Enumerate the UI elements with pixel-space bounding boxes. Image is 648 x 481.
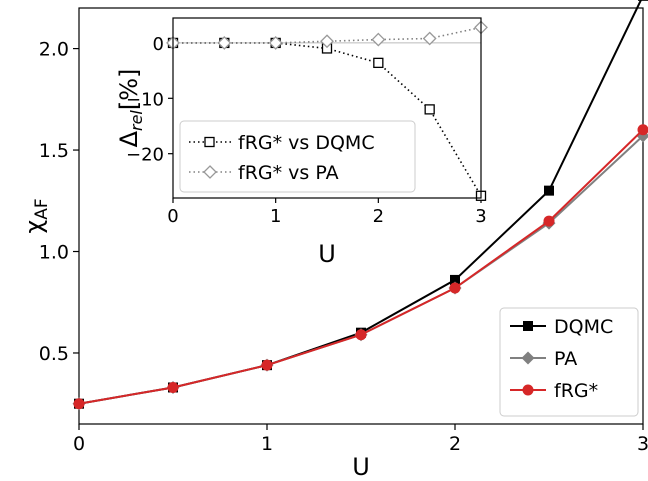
inset-data-point	[217, 36, 232, 50]
inset-legend-label-pa: fRG* vs PA	[238, 162, 339, 184]
inset-y-axis-label: Δrel[%]	[115, 69, 146, 148]
data-point	[637, 124, 648, 136]
data-point	[355, 329, 367, 341]
data-point	[544, 185, 554, 196]
data-point	[638, 0, 648, 1]
inset-legend-entry-pa: fRG* vs PA	[189, 162, 339, 184]
main-axis-ticks: 0 1 2 3 0.5 1.0 1.5 2.0	[39, 39, 648, 455]
legend-label-dqmc: DQMC	[554, 316, 613, 338]
inset-x-axis-label: U	[318, 240, 336, 268]
series-frg	[73, 124, 648, 410]
inset-data-point	[268, 36, 283, 50]
legend-label-frg: fRG*	[554, 380, 598, 402]
inset-legend-box	[179, 120, 416, 193]
data-point	[450, 274, 460, 285]
data-point	[73, 398, 85, 410]
legend-entry-frg: fRG*	[510, 380, 598, 402]
legend-entry-dqmc: DQMC	[510, 316, 613, 338]
inset-data-point	[373, 57, 384, 69]
x-tick-label: 1	[261, 433, 273, 455]
inset-y-tick-label: −20	[126, 145, 164, 166]
inset-y-tick-label: −10	[126, 89, 164, 110]
y-tick-label: 2.0	[39, 39, 69, 61]
inset-data-point	[422, 31, 437, 46]
main-x-axis-label: U	[352, 453, 370, 481]
legend-entry-pa: PA	[510, 348, 577, 370]
x-tick-label: 2	[449, 433, 461, 455]
inset-y-tick-label: 0	[153, 34, 164, 55]
main-y-axis-label: χAF	[20, 198, 52, 233]
y-tick-label: 0.5	[39, 343, 69, 365]
y-tick-label: 1.5	[39, 140, 69, 162]
inset-legend-entry-dqmc: fRG* vs DQMC	[189, 132, 375, 154]
data-point	[261, 359, 273, 371]
inset-data-point	[320, 34, 334, 49]
data-point	[449, 282, 461, 294]
main-series-layer	[72, 0, 648, 411]
main-legend: DQMC PA fRG*	[499, 307, 639, 417]
x-tick-label: 0	[73, 433, 85, 455]
inset-data-point	[371, 32, 386, 47]
inset-x-tick-label: 2	[373, 206, 384, 227]
inset-plot-frame	[172, 17, 482, 199]
x-tick-label: 3	[637, 433, 648, 455]
inset-data-point	[424, 104, 435, 115]
data-point	[543, 215, 555, 227]
inset-x-tick-label: 1	[270, 206, 281, 227]
main-plot-frame	[78, 7, 644, 425]
inset-x-tick-label: 3	[475, 206, 486, 227]
inset-x-tick-label: 0	[167, 206, 178, 227]
inset-axis-ticks: 0 1 2 3 0 −10 −20	[126, 34, 487, 227]
inset-legend-label-dqmc: fRG* vs DQMC	[238, 132, 375, 154]
y-tick-label: 1.0	[39, 242, 69, 264]
inset-legend: fRG* vs DQMC fRG* vs PA	[179, 120, 416, 193]
data-point	[167, 381, 179, 393]
legend-label-pa: PA	[554, 348, 577, 370]
inset-chart: 0 1 2 3 0 −10 −20 U Δrel[%] fRG* vs DQMC fRG* …	[115, 17, 488, 268]
